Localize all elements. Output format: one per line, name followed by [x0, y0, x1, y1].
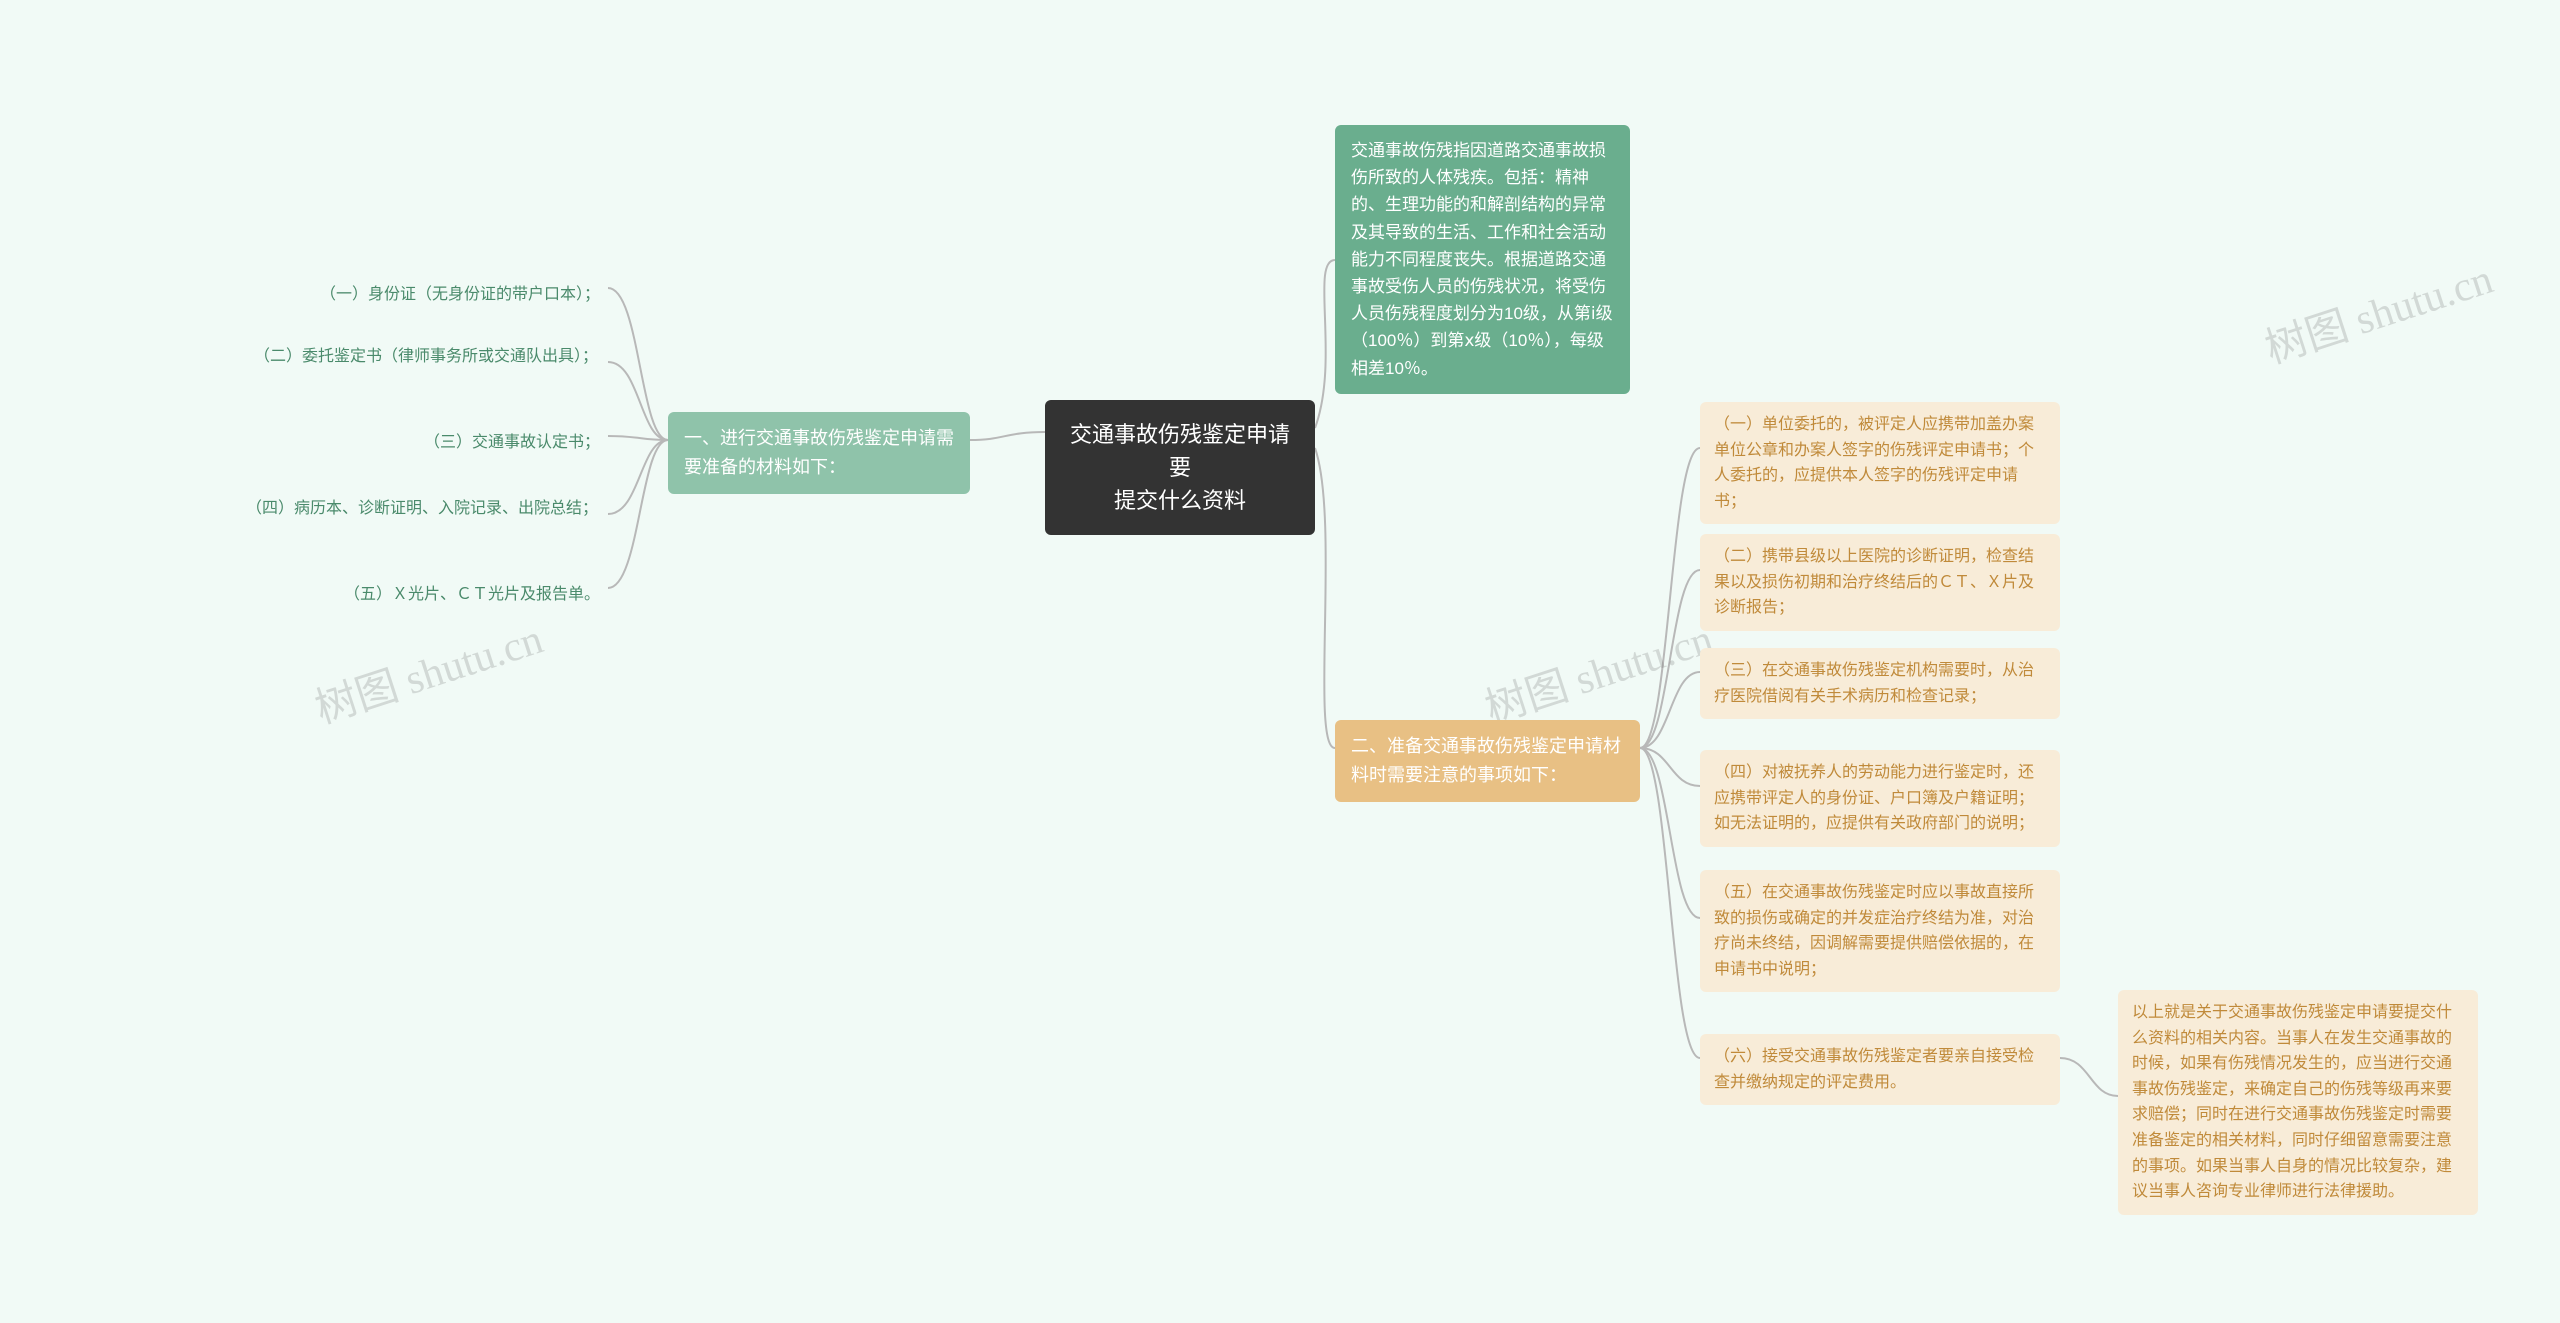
- watermark: 树图 shutu.cn: [306, 605, 549, 736]
- intro-box: 交通事故伤残指因道路交通事故损伤所致的人体残疾。包括：精神的、生理功能的和解剖结…: [1335, 125, 1630, 394]
- section2-extra: 以上就是关于交通事故伤残鉴定申请要提交什么资料的相关内容。当事人在发生交通事故的…: [2118, 990, 2478, 1215]
- section2-item-3: （三）在交通事故伤残鉴定机构需要时，从治疗医院借阅有关手术病历和检查记录；: [1700, 648, 2060, 719]
- section1-item-4: （四）病历本、诊断证明、入院记录、出院总结；: [218, 490, 608, 528]
- watermark: 树图 shutu.cn: [2256, 245, 2499, 376]
- section1-item-2: （二）委托鉴定书（律师事务所或交通队出具）；: [238, 338, 608, 376]
- section2-item-6: （六）接受交通事故伤残鉴定者要亲自接受检查并缴纳规定的评定费用。: [1700, 1034, 2060, 1105]
- section2-title-l2: 料时需要注意的事项如下：: [1351, 765, 1567, 785]
- section2-title: 二、准备交通事故伤残鉴定申请材 料时需要注意的事项如下：: [1335, 720, 1640, 802]
- section2-item-5: （五）在交通事故伤残鉴定时应以事故直接所致的损伤或确定的并发症治疗终结为准，对治…: [1700, 870, 2060, 992]
- section1-item-1: （一）身份证（无身份证的带户口本）；: [280, 276, 610, 314]
- section1-title: 一、进行交通事故伤残鉴定申请需 要准备的材料如下：: [668, 412, 970, 494]
- section1-item-5: （五）Ｘ光片、ＣＴ光片及报告单。: [320, 576, 610, 614]
- watermark: 树图 shutu.cn: [1476, 605, 1719, 736]
- center-node: 交通事故伤残鉴定申请要 提交什么资料: [1045, 400, 1315, 535]
- section2-item-4: （四）对被抚养人的劳动能力进行鉴定时，还应携带评定人的身份证、户口簿及户籍证明；…: [1700, 750, 2060, 847]
- section1-title-l2: 要准备的材料如下：: [684, 457, 846, 477]
- section1-item-3: （三）交通事故认定书；: [380, 424, 610, 462]
- section2-item-2: （二）携带县级以上医院的诊断证明，检查结果以及损伤初期和治疗终结后的ＣＴ、Ｘ片及…: [1700, 534, 2060, 631]
- center-line1: 交通事故伤残鉴定申请要: [1070, 422, 1290, 480]
- section2-item-1: （一）单位委托的，被评定人应携带加盖办案单位公章和办案人签字的伤残评定申请书；个…: [1700, 402, 2060, 524]
- section2-title-l1: 二、准备交通事故伤残鉴定申请材: [1351, 736, 1621, 756]
- center-line2: 提交什么资料: [1114, 488, 1246, 513]
- section1-title-l1: 一、进行交通事故伤残鉴定申请需: [684, 428, 954, 448]
